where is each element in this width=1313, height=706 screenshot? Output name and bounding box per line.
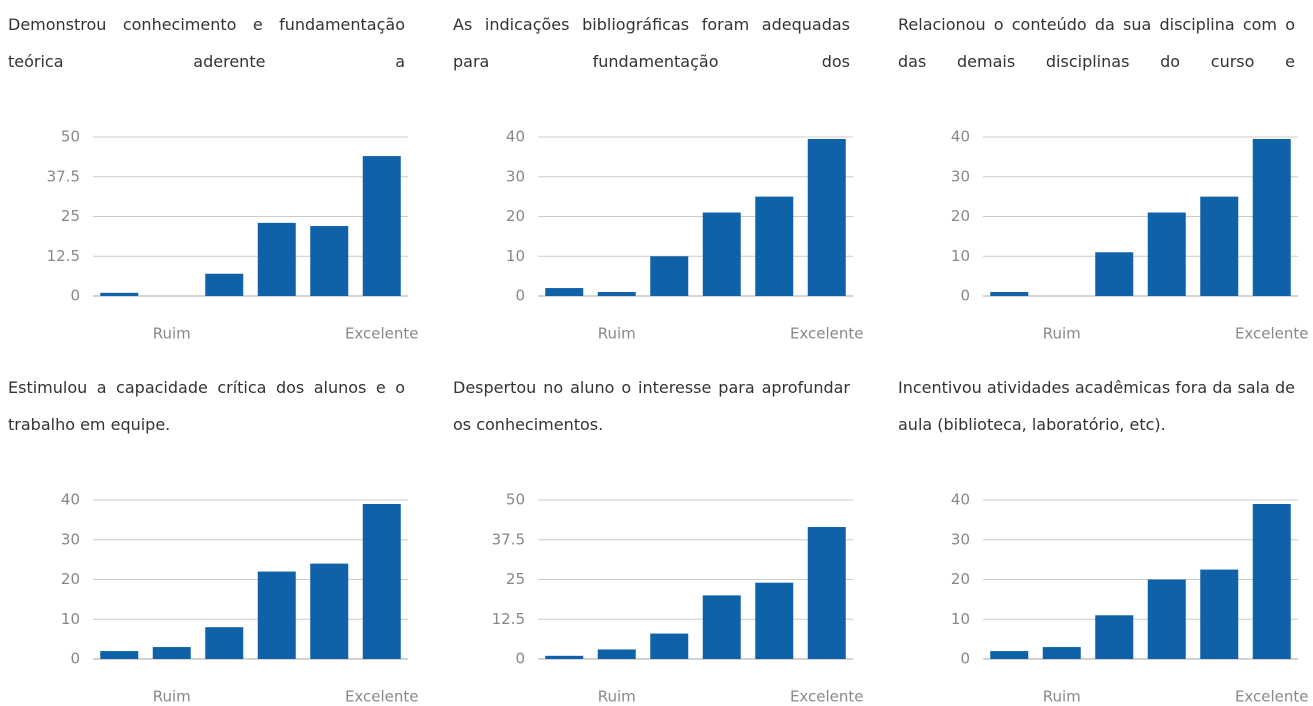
y-tick-label: 40 (506, 128, 525, 146)
y-tick-label: 0 (960, 650, 970, 668)
bar (362, 503, 401, 659)
y-tick-label: 25 (506, 570, 525, 588)
y-tick-label: 10 (506, 247, 525, 265)
chart-title: Relacionou o conteúdo da sua disciplina … (898, 15, 1295, 71)
x-tick-label: Excelente (345, 688, 418, 706)
y-tick-label: 20 (951, 207, 970, 225)
y-tick-label: 0 (515, 287, 525, 305)
chart-title: Incentivou atividades acadêmicas fora da… (898, 378, 1295, 434)
x-tick-label: Ruim (153, 325, 191, 343)
chart-panel: As indicações bibliográficas foram adequ… (453, 0, 863, 363)
chart-title: As indicações bibliográficas foram adequ… (453, 15, 850, 71)
bar (310, 563, 349, 659)
chart: 0 10 20 30 40 Ruim Excelente (951, 128, 1308, 343)
y-tick-label: 37.5 (47, 167, 80, 185)
bar (650, 256, 689, 296)
y-tick-label: 12.5 (47, 247, 80, 265)
y-tick-label: 40 (951, 491, 970, 509)
x-tick-label: Excelente (1235, 325, 1308, 343)
bar (100, 651, 139, 659)
bar (1147, 579, 1186, 659)
bar (597, 649, 636, 659)
chart: 0 12.5 25 37.5 50 Ruim Excelente (492, 491, 863, 706)
bar (1095, 252, 1134, 296)
y-tick-label: 37.5 (492, 530, 525, 548)
y-tick-label: 12.5 (492, 610, 525, 628)
bar (310, 226, 349, 296)
x-tick-label: Excelente (345, 325, 418, 343)
bar (1252, 138, 1291, 296)
bar (1252, 503, 1291, 659)
y-tick-label: 0 (960, 287, 970, 305)
y-tick-label: 0 (70, 287, 80, 305)
bar (702, 212, 741, 296)
bar (205, 627, 244, 659)
x-tick-label: Excelente (790, 325, 863, 343)
bar (1095, 615, 1134, 659)
y-tick-label: 20 (506, 207, 525, 225)
y-tick-label: 50 (61, 128, 80, 146)
x-tick-label: Ruim (1043, 325, 1081, 343)
bar (807, 138, 846, 296)
y-tick-label: 30 (61, 530, 80, 548)
y-tick-label: 30 (506, 167, 525, 185)
bar (257, 571, 296, 659)
y-tick-label: 20 (61, 570, 80, 588)
y-tick-label: 10 (61, 610, 80, 628)
y-tick-label: 0 (70, 650, 80, 668)
bar (1147, 212, 1186, 296)
bar (597, 292, 636, 296)
bar (990, 651, 1029, 659)
y-tick-label: 10 (951, 610, 970, 628)
y-tick-label: 40 (951, 128, 970, 146)
chart: 0 10 20 30 40 Ruim Excelente (951, 491, 1308, 706)
bar (1200, 196, 1239, 296)
x-tick-label: Ruim (598, 325, 636, 343)
x-tick-label: Excelente (790, 688, 863, 706)
chart-panel: Despertou no aluno o interesse para apro… (453, 363, 863, 706)
y-tick-label: 30 (951, 530, 970, 548)
y-tick-label: 0 (515, 650, 525, 668)
bar (545, 288, 584, 296)
chart-title: Despertou no aluno o interesse para apro… (453, 378, 850, 434)
y-tick-label: 25 (61, 207, 80, 225)
chart: 0 10 20 30 40 Ruim Excelente (61, 491, 418, 706)
chart-panel: Incentivou atividades acadêmicas fora da… (898, 363, 1308, 706)
bar (990, 292, 1029, 296)
bar (257, 222, 296, 296)
bar (755, 196, 794, 296)
bar (702, 595, 741, 659)
bar (1042, 647, 1081, 659)
bar (755, 582, 794, 659)
y-tick-label: 30 (951, 167, 970, 185)
chart-title: Demonstrou conhecimento e fundamentação … (8, 15, 405, 71)
bar (650, 633, 689, 659)
bar (100, 292, 139, 296)
y-tick-label: 50 (506, 491, 525, 509)
chart-panel: Estimulou a capacidade crítica dos aluno… (8, 363, 418, 706)
chart: 0 12.5 25 37.5 50 Ruim Excelente (47, 128, 418, 343)
x-tick-label: Ruim (153, 688, 191, 706)
chart: 0 10 20 30 40 Ruim Excelente (506, 128, 863, 343)
chart-title: Estimulou a capacidade crítica dos aluno… (8, 378, 405, 434)
chart-panel: Demonstrou conhecimento e fundamentação … (8, 0, 418, 363)
bar (545, 655, 584, 659)
chart-panel: Relacionou o conteúdo da sua disciplina … (898, 0, 1308, 363)
bar (362, 156, 401, 296)
x-tick-label: Excelente (1235, 688, 1308, 706)
bar (1200, 569, 1239, 659)
bar (807, 527, 846, 659)
y-tick-label: 20 (951, 570, 970, 588)
bar (205, 273, 244, 296)
x-tick-label: Ruim (598, 688, 636, 706)
bar (152, 647, 191, 659)
y-tick-label: 10 (951, 247, 970, 265)
y-tick-label: 40 (61, 491, 80, 509)
x-tick-label: Ruim (1043, 688, 1081, 706)
